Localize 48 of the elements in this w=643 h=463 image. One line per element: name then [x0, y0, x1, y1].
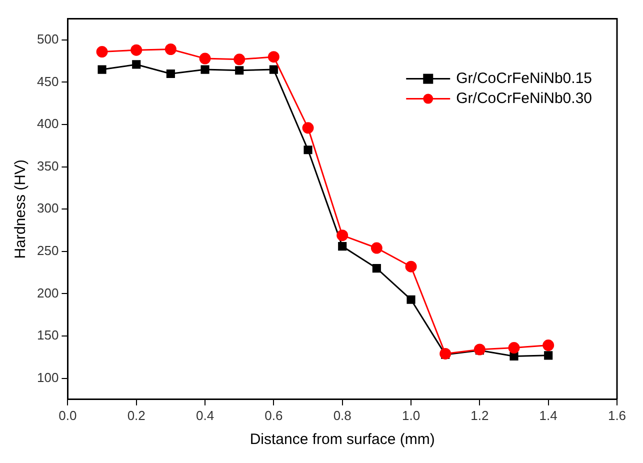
y-tick-label: 150 [36, 328, 59, 343]
point [542, 340, 554, 352]
point [269, 65, 278, 74]
y-tick-label: 300 [36, 200, 59, 216]
legend-label: Gr/CoCrFeNiNb0.15 [456, 70, 592, 87]
point [338, 242, 347, 251]
x-tick-label: 0.0 [58, 408, 77, 423]
point [508, 342, 520, 354]
x-tick-label: 1.0 [402, 408, 420, 423]
point [199, 52, 211, 64]
point [405, 260, 417, 272]
x-tick-label: 1.4 [539, 408, 558, 423]
y-tick-label: 350 [36, 158, 59, 174]
x-tick-label: 0.8 [333, 408, 352, 423]
x-axis-title: Distance from surface (mm) [250, 431, 435, 448]
point [510, 352, 518, 361]
x-tick-label: 0.4 [196, 408, 214, 423]
point [200, 65, 210, 74]
point [164, 44, 176, 55]
x-tick-label: 1.2 [470, 408, 489, 423]
point [96, 46, 108, 58]
point [235, 66, 244, 75]
point [130, 44, 142, 56]
point [336, 230, 348, 242]
legend-label: Gr/CoCrFeNiNb0.30 [456, 90, 592, 107]
point [474, 344, 486, 356]
point [166, 69, 175, 78]
x-tick-label: 0.2 [127, 408, 146, 423]
y-tick-label: 400 [36, 116, 59, 132]
x-tick-label: 0.6 [264, 408, 283, 423]
point [406, 295, 416, 304]
point [440, 348, 452, 360]
point [98, 65, 106, 74]
y-tick-label: 250 [36, 242, 59, 258]
y-axis-title: Hardness (HV) [12, 160, 30, 259]
point [304, 146, 312, 154]
point [132, 60, 141, 69]
point [370, 242, 382, 254]
y-tick-label: 200 [36, 285, 59, 300]
x-tick-label: 1.6 [608, 408, 626, 423]
point [372, 264, 381, 273]
y-tick-label: 100 [36, 370, 59, 385]
point [544, 351, 553, 360]
y-tick-label: 450 [36, 74, 59, 89]
point [268, 51, 280, 63]
point [234, 54, 246, 66]
point [302, 122, 314, 134]
y-tick-label: 500 [36, 32, 59, 47]
